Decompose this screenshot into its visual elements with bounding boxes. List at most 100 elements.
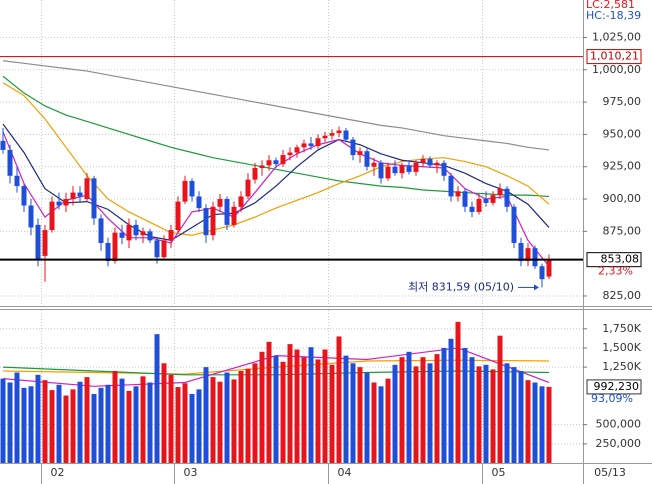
candle-body xyxy=(497,188,503,196)
y-tick-label: 500,000 xyxy=(596,418,642,431)
volume-bar xyxy=(259,351,265,463)
x-tick-label: 03 xyxy=(184,466,198,479)
y-tick-label: 875,00 xyxy=(603,224,642,237)
candle-body xyxy=(518,242,524,262)
candle-body xyxy=(371,162,377,167)
volume-bar xyxy=(322,349,328,463)
y-tick-label: 1,250K xyxy=(602,360,641,373)
volume-bar xyxy=(469,357,475,463)
volume-bar xyxy=(497,335,503,463)
candle-body xyxy=(224,199,230,225)
volume-bar xyxy=(189,393,195,463)
volume-bar xyxy=(119,378,125,463)
candle-body xyxy=(343,130,349,140)
y-tick-label: 1,000,00 xyxy=(592,63,641,76)
candle-body xyxy=(154,240,160,258)
price-label: 1,010,21 xyxy=(590,50,639,63)
volume-bar xyxy=(406,351,412,463)
volume-bar xyxy=(546,386,552,463)
candle-body xyxy=(70,192,76,200)
candle-body xyxy=(245,179,251,197)
volume-bar xyxy=(455,321,461,463)
low-arrowhead xyxy=(534,284,539,291)
candle-body xyxy=(315,138,321,147)
volume-bar xyxy=(21,387,27,463)
candle-body xyxy=(133,224,139,236)
volume-bar xyxy=(49,390,55,463)
candle-body xyxy=(91,178,97,219)
candle-body xyxy=(455,191,461,197)
volume-bar xyxy=(336,336,342,463)
candle-body xyxy=(161,240,167,258)
candle-body xyxy=(147,231,153,241)
volume-bar xyxy=(378,386,384,463)
candle-body xyxy=(252,168,258,180)
candle-body xyxy=(406,165,412,172)
volume-bar xyxy=(238,370,244,463)
x-tick-label: 04 xyxy=(338,466,352,479)
volume-bar xyxy=(245,368,251,463)
y-tick-label: 900,00 xyxy=(603,192,642,205)
candle-body xyxy=(413,162,419,172)
candle-body xyxy=(238,196,244,207)
candle-body xyxy=(98,218,104,243)
candle-body xyxy=(182,180,188,202)
volume-bar xyxy=(385,378,391,463)
low-annotation: 최저 831,59 (05/10) xyxy=(408,280,514,293)
y-tick-label: 950,00 xyxy=(603,127,642,140)
volume-bar xyxy=(301,357,307,463)
volume-bar xyxy=(476,366,482,463)
candle-body xyxy=(420,158,426,163)
volume-bar xyxy=(154,334,160,463)
candle-body xyxy=(35,224,41,260)
candle-body xyxy=(308,143,314,147)
volume-bar xyxy=(42,380,48,463)
volume-bar xyxy=(483,364,489,463)
candle-body xyxy=(364,151,370,167)
candle-body xyxy=(357,151,363,156)
candle-body xyxy=(140,231,146,236)
volume-bar xyxy=(56,384,62,463)
volume-bar xyxy=(63,395,69,463)
volume-bar xyxy=(287,344,293,463)
volume-bar xyxy=(357,367,363,463)
candle-body xyxy=(378,162,384,179)
volume-bar xyxy=(441,347,447,463)
volume-bar xyxy=(343,355,349,463)
volume-bar xyxy=(315,359,321,463)
candle-body xyxy=(42,230,48,256)
volume-bar xyxy=(224,372,230,463)
candle-body xyxy=(483,199,489,203)
volume-bar xyxy=(196,389,202,463)
volume-bar xyxy=(266,341,272,463)
volume-bar xyxy=(105,384,111,463)
lc-label: LC:2,581 xyxy=(586,0,635,11)
volume-bar xyxy=(91,393,97,463)
candle-body xyxy=(56,201,62,206)
candle-body xyxy=(294,147,300,153)
y-tick-label: 250,000 xyxy=(596,437,642,450)
candle-body xyxy=(511,206,517,243)
volume-bar xyxy=(399,357,405,463)
candle-body xyxy=(469,206,475,212)
volume-bar xyxy=(98,387,104,463)
volume-bar xyxy=(420,357,426,463)
volume-bar xyxy=(371,382,377,463)
volume-bar xyxy=(448,338,454,463)
candle-body xyxy=(49,201,55,231)
candle-body xyxy=(322,135,328,139)
candle-body xyxy=(175,201,181,231)
candle-body xyxy=(448,175,454,197)
volume-bar xyxy=(210,377,216,463)
volume-bar xyxy=(392,364,398,463)
candle-body xyxy=(196,196,202,209)
candle-body xyxy=(189,180,195,197)
candle-body xyxy=(434,162,440,166)
volume-bar xyxy=(161,363,167,463)
volume-bar xyxy=(182,383,188,463)
candle-body xyxy=(126,224,132,241)
price-label: 853,08 xyxy=(601,253,640,266)
candle-body xyxy=(476,199,482,212)
volume-bar xyxy=(294,349,300,463)
